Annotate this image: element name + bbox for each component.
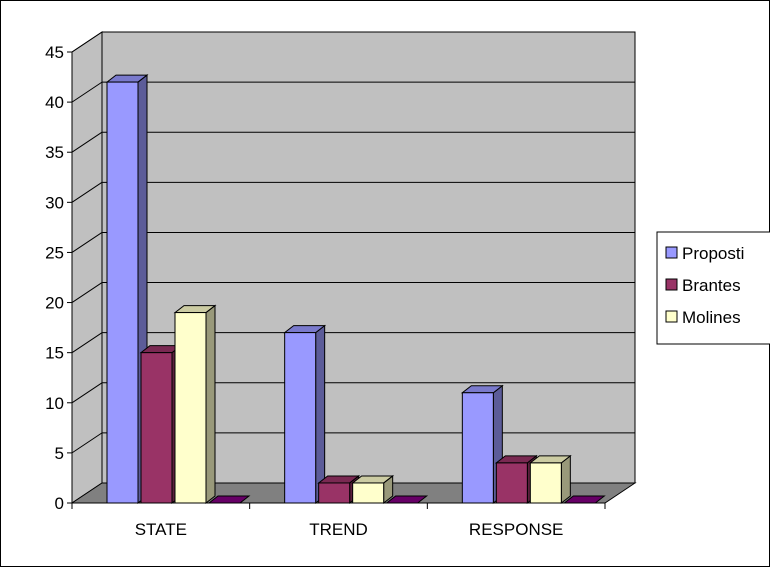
- gridline-side: [71, 181, 103, 203]
- y-tick-label: 25: [45, 243, 64, 262]
- y-tick-label: 20: [45, 294, 64, 313]
- legend-swatch: [665, 278, 678, 291]
- bar: [174, 312, 207, 504]
- y-tick-label: 30: [45, 193, 64, 212]
- gridline-side: [71, 81, 103, 103]
- legend-label: Proposti: [682, 244, 744, 263]
- legend-label: Brantes: [682, 276, 741, 295]
- bar-side: [315, 324, 326, 505]
- bar-side: [205, 304, 216, 505]
- gridline-side: [71, 232, 103, 253]
- legend-swatch: [665, 310, 678, 323]
- bar: [495, 462, 528, 504]
- bar: [385, 495, 429, 504]
- gridline-side: [71, 31, 103, 53]
- bar: [529, 462, 562, 504]
- gridline-side: [71, 282, 103, 303]
- y-tick-label: 15: [45, 344, 64, 363]
- bar: [140, 352, 173, 504]
- bar: [562, 495, 606, 504]
- x-tick-label: RESPONSE: [469, 520, 563, 539]
- bar-side: [560, 454, 571, 505]
- y-tick-label: 40: [45, 93, 64, 112]
- x-tick-label: TREND: [309, 520, 368, 539]
- legend-label: Molines: [682, 308, 741, 327]
- side-wall: [71, 31, 103, 504]
- x-tick-label: STATE: [135, 520, 187, 539]
- y-tick-label: 35: [45, 143, 64, 162]
- bar: [461, 392, 494, 504]
- gridline-side: [71, 332, 103, 354]
- bar: [207, 495, 251, 504]
- bar: [318, 482, 351, 504]
- gridline-side: [71, 131, 103, 153]
- y-tick-label: 45: [45, 43, 64, 62]
- bar: [284, 332, 317, 504]
- legend-swatch: [665, 246, 678, 259]
- gridline-side: [71, 432, 103, 454]
- gridline-side: [71, 382, 103, 404]
- y-tick-label: 10: [45, 394, 64, 413]
- y-tick-label: 0: [55, 494, 64, 513]
- bar: [106, 81, 139, 504]
- y-tick-label: 5: [55, 444, 64, 463]
- bar: [352, 482, 385, 504]
